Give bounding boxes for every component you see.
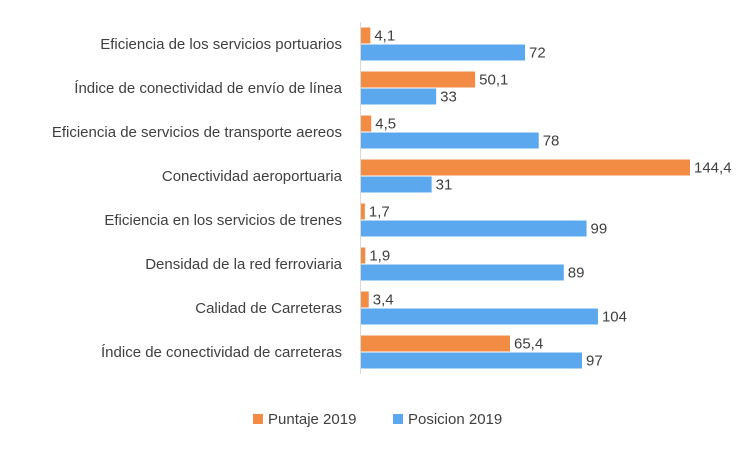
bar-posicion-2019-calidad-de-carreteras [361,308,598,325]
category-label-eficiencia-en-los-servicios-de-trenes: Eficiencia en los servicios de trenes [104,212,342,229]
bar-posicion-2019-conectividad-aeroportuaria [361,176,432,193]
data-label-puntaje-2019-indice-de-conectividad-de-envio-de-linea: 50,1 [479,72,508,89]
value-labels: 4,1 72 50,1 33 4,5 78 144,4 31 1,7 99 1,9 89 3,4 104 6… [369,28,732,370]
category-label-densidad-de-la-red-ferroviaria: Densidad de la red ferroviaria [145,256,342,273]
data-label-puntaje-2019-eficiencia-en-los-servicios-de-trenes: 1,7 [369,204,390,221]
bar-posicion-2019-eficiencia-de-los-servicios-portuarios [361,44,526,61]
bar-posicion-2019-eficiencia-de-servicios-de-transporte-aereos [361,132,539,149]
category-label-indice-de-conectividad-de-envio-de-linea: Índice de conectividad de envío de línea [74,80,342,97]
data-label-puntaje-2019-eficiencia-de-servicios-de-transporte-aereos: 4,5 [375,116,396,133]
category-labels: Eficiencia de los servicios portuarios Ín… [52,36,343,361]
bar-puntaje-2019-conectividad-aeroportuaria [361,159,690,176]
legend-swatch-puntaje-2019 [253,414,263,424]
data-label-posicion-2019-conectividad-aeroportuaria: 31 [436,177,453,194]
bar-puntaje-2019-calidad-de-carreteras [361,291,369,308]
data-label-posicion-2019-eficiencia-de-servicios-de-transporte-aereos: 78 [543,133,560,150]
bar-posicion-2019-indice-de-conectividad-de-envio-de-linea [361,88,437,105]
data-label-puntaje-2019-densidad-de-la-red-ferroviaria: 1,9 [369,248,390,265]
bar-posicion-2019-indice-de-conectividad-de-carreteras [361,352,583,369]
bar-puntaje-2019-indice-de-conectividad-de-envio-de-linea [361,71,476,88]
category-label-conectividad-aeroportuaria: Conectividad aeroportuaria [162,168,343,185]
bar-posicion-2019-eficiencia-en-los-servicios-de-trenes [361,220,587,237]
data-label-puntaje-2019-conectividad-aeroportuaria: 144,4 [694,160,732,177]
category-label-eficiencia-de-los-servicios-portuarios: Eficiencia de los servicios portuarios [100,36,342,53]
data-label-posicion-2019-densidad-de-la-red-ferroviaria: 89 [568,265,585,282]
category-label-indice-de-conectividad-de-carreteras: Índice de conectividad de carreteras [101,344,342,361]
category-label-eficiencia-de-servicios-de-transporte-aereos: Eficiencia de servicios de transporte ae… [52,124,342,141]
data-label-posicion-2019-indice-de-conectividad-de-carreteras: 97 [586,353,603,370]
bars [361,27,690,369]
bar-puntaje-2019-eficiencia-de-servicios-de-transporte-aereos [361,115,372,132]
bar-puntaje-2019-eficiencia-en-los-servicios-de-trenes [361,203,365,220]
data-label-posicion-2019-eficiencia-en-los-servicios-de-trenes: 99 [591,221,608,238]
data-label-puntaje-2019-eficiencia-de-los-servicios-portuarios: 4,1 [374,28,395,45]
data-label-puntaje-2019-indice-de-conectividad-de-carreteras: 65,4 [514,336,543,353]
data-label-posicion-2019-indice-de-conectividad-de-envio-de-linea: 33 [440,89,457,106]
data-label-posicion-2019-eficiencia-de-los-servicios-portuarios: 72 [529,45,546,62]
data-label-posicion-2019-calidad-de-carreteras: 104 [602,309,627,326]
bar-puntaje-2019-densidad-de-la-red-ferroviaria [361,247,366,264]
bar-puntaje-2019-eficiencia-de-los-servicios-portuarios [361,27,371,44]
legend: Puntaje 2019 Posicion 2019 [253,411,502,428]
bar-puntaje-2019-indice-de-conectividad-de-carreteras [361,335,511,352]
legend-swatch-posicion-2019 [393,414,403,424]
legend-label-puntaje-2019: Puntaje 2019 [268,411,356,428]
bar-posicion-2019-densidad-de-la-red-ferroviaria [361,264,564,281]
legend-label-posicion-2019: Posicion 2019 [408,411,502,428]
data-label-puntaje-2019-calidad-de-carreteras: 3,4 [373,292,394,309]
category-label-calidad-de-carreteras: Calidad de Carreteras [195,300,342,317]
